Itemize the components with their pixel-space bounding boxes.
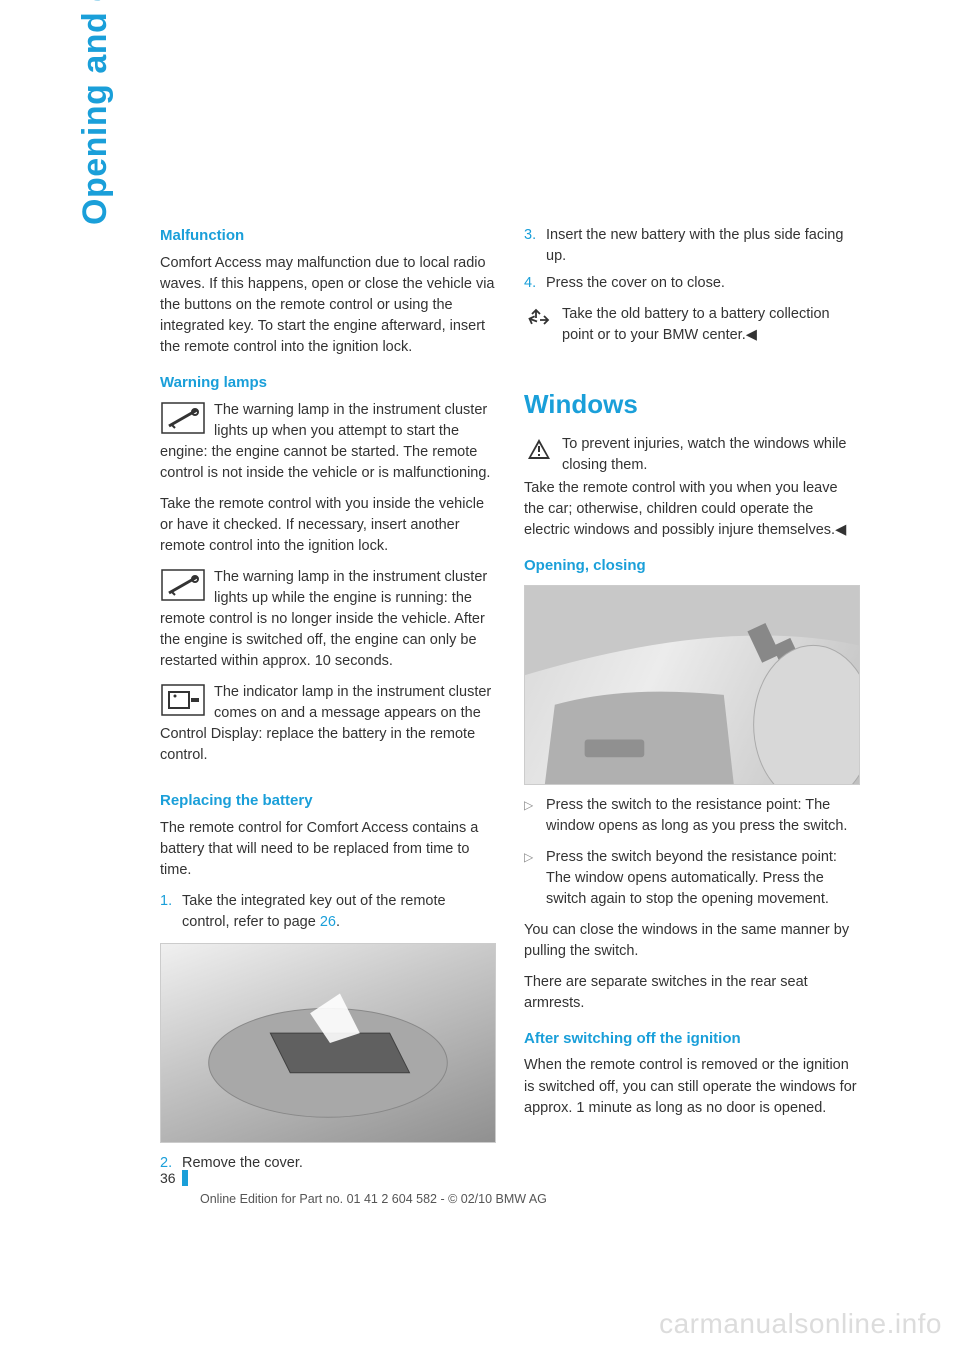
steps-list: 1. Take the integrated key out of the re… — [160, 891, 496, 933]
step-text: Press the cover on to close. — [546, 273, 725, 294]
step-item: 2. Remove the cover. — [160, 1153, 496, 1174]
bullet-text: Press the switch beyond the resistance p… — [546, 847, 860, 910]
text-run: . — [336, 914, 340, 930]
step-number: 4. — [524, 273, 546, 294]
paragraph: Take the remote control with you when yo… — [524, 478, 860, 541]
page-link[interactable]: 26 — [320, 914, 336, 930]
paragraph: The warning lamp in the instrument clust… — [160, 567, 496, 672]
heading-malfunction: Malfunction — [160, 225, 496, 247]
bullet-text: Press the switch to the resistance point… — [546, 795, 860, 837]
heading-opening-closing: Opening, closing — [524, 555, 860, 577]
text-run: Take the integrated key out of the remot… — [182, 893, 446, 930]
step-item: 1. Take the integrated key out of the re… — [160, 891, 496, 933]
left-column: Malfunction Comfort Access may malfuncti… — [160, 225, 496, 1184]
warning-triangle-icon — [524, 434, 554, 464]
bullet-list: ▷ Press the switch to the resistance poi… — [524, 795, 860, 910]
page: Opening and closing Malfunction Comfort … — [0, 0, 960, 1358]
recycle-icon — [524, 304, 554, 334]
page-number-text: 36 — [160, 1170, 176, 1186]
step-number: 3. — [524, 225, 546, 267]
paragraph: When the remote control is removed or th… — [524, 1055, 860, 1118]
key-warning-icon — [160, 567, 206, 603]
content-area: Malfunction Comfort Access may malfuncti… — [160, 225, 860, 1184]
text-run: Take the old battery to a battery collec… — [562, 306, 830, 343]
bullet-item: ▷ Press the switch beyond the resistance… — [524, 847, 860, 910]
step-text: Take the integrated key out of the remot… — [182, 891, 496, 933]
triangle-bullet-icon: ▷ — [524, 847, 546, 910]
step-text: Insert the new battery with the plus sid… — [546, 225, 860, 267]
footer-text: Online Edition for Part no. 01 41 2 604 … — [200, 1192, 547, 1206]
key-warning-icon — [160, 400, 206, 436]
text-run: Take the remote control with you when yo… — [524, 480, 846, 538]
section-tab: Opening and closing — [76, 0, 115, 225]
step-number: 1. — [160, 891, 182, 933]
watermark: carmanualsonline.info — [659, 1308, 942, 1340]
step-text: Remove the cover. — [182, 1153, 303, 1174]
paragraph: To prevent injuries, watch the windows w… — [524, 434, 860, 476]
right-column: 3. Insert the new battery with the plus … — [524, 225, 860, 1184]
paragraph: You can close the windows in the same ma… — [524, 920, 860, 962]
step-item: 3. Insert the new battery with the plus … — [524, 225, 860, 267]
triangle-bullet-icon: ▷ — [524, 795, 546, 837]
figure-remote-key — [160, 943, 496, 1143]
paragraph: Comfort Access may malfunction due to lo… — [160, 253, 496, 358]
paragraph: The warning lamp in the instrument clust… — [160, 400, 496, 484]
paragraph: Take the old battery to a battery collec… — [524, 304, 860, 346]
paragraph: There are separate switches in the rear … — [524, 972, 860, 1014]
remote-battery-icon — [160, 682, 206, 718]
heading-warning-lamps: Warning lamps — [160, 372, 496, 394]
paragraph: The indicator lamp in the instrument clu… — [160, 682, 496, 766]
page-number: 36 — [160, 1170, 188, 1186]
steps-list: 2. Remove the cover. — [160, 1153, 496, 1174]
paragraph: Take the remote control with you inside … — [160, 494, 496, 557]
heading-after-ignition: After switching off the ignition — [524, 1028, 860, 1050]
heading-replacing-battery: Replacing the battery — [160, 790, 496, 812]
bullet-item: ▷ Press the switch to the resistance poi… — [524, 795, 860, 837]
heading-windows: Windows — [524, 386, 860, 424]
page-number-bar — [182, 1170, 188, 1186]
steps-list: 3. Insert the new battery with the plus … — [524, 225, 860, 294]
figure-window-switches — [524, 585, 860, 785]
paragraph: The remote control for Comfort Access co… — [160, 818, 496, 881]
step-item: 4. Press the cover on to close. — [524, 273, 860, 294]
